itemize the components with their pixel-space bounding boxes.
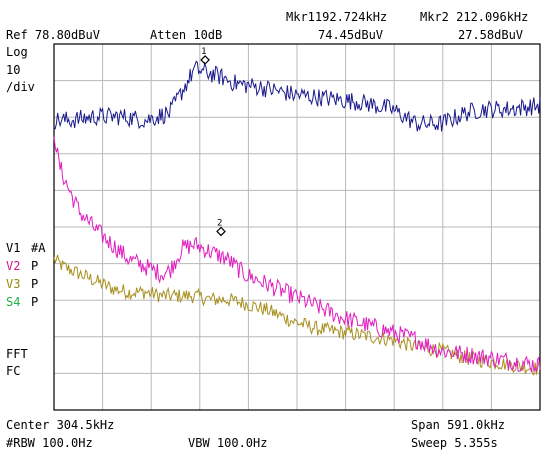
- trace-v3-mode: P: [31, 277, 39, 291]
- trace-layer: [53, 60, 541, 376]
- trace-v1-label: V1: [6, 241, 21, 255]
- trace-3-line: [53, 254, 541, 376]
- trace-s4-mode: P: [31, 295, 39, 309]
- marker2-frequency: Mkr2 212.096kHz: [420, 10, 529, 24]
- marker-2-diamond: [216, 226, 226, 237]
- fc-indicator: FC: [6, 364, 21, 378]
- rbw-text: #RBW 100.0Hz: [6, 436, 93, 450]
- sweep-text: Sweep 5.355s: [411, 436, 498, 450]
- trace-v2-label: V2: [6, 259, 21, 273]
- trace-2-line: [53, 136, 541, 373]
- scale-value: 10: [6, 63, 21, 77]
- trace-s4-label: S4: [6, 295, 21, 309]
- trace-1-line: [53, 60, 541, 132]
- trace-v3-label: V3: [6, 277, 21, 291]
- marker-layer: 12: [200, 47, 226, 237]
- attenuation-text: Atten 10dB: [150, 28, 223, 42]
- marker-2-label: 2: [217, 218, 222, 228]
- span-text: Span 591.0kHz: [411, 418, 505, 432]
- ref-level-text: Ref 78.80dBuV: [6, 28, 100, 42]
- trace-v2-mode: P: [31, 259, 39, 273]
- fft-indicator: FFT: [6, 347, 28, 361]
- scale-unit: /div: [6, 80, 35, 94]
- marker1-level: 74.45dBuV: [318, 28, 384, 42]
- scale-type: Log: [6, 45, 28, 59]
- plot-frame: [53, 43, 541, 411]
- trace-v1-mode: #A: [31, 241, 46, 255]
- marker2-level: 27.58dBuV: [458, 28, 524, 42]
- vbw-text: VBW 100.0Hz: [188, 436, 268, 450]
- plot-grid: [53, 43, 541, 411]
- marker1-frequency: Mkr1192.724kHz: [286, 10, 388, 24]
- marker-1-diamond: [200, 55, 210, 65]
- marker-1-label: 1: [201, 47, 206, 57]
- center-frequency: Center 304.5kHz: [6, 418, 115, 432]
